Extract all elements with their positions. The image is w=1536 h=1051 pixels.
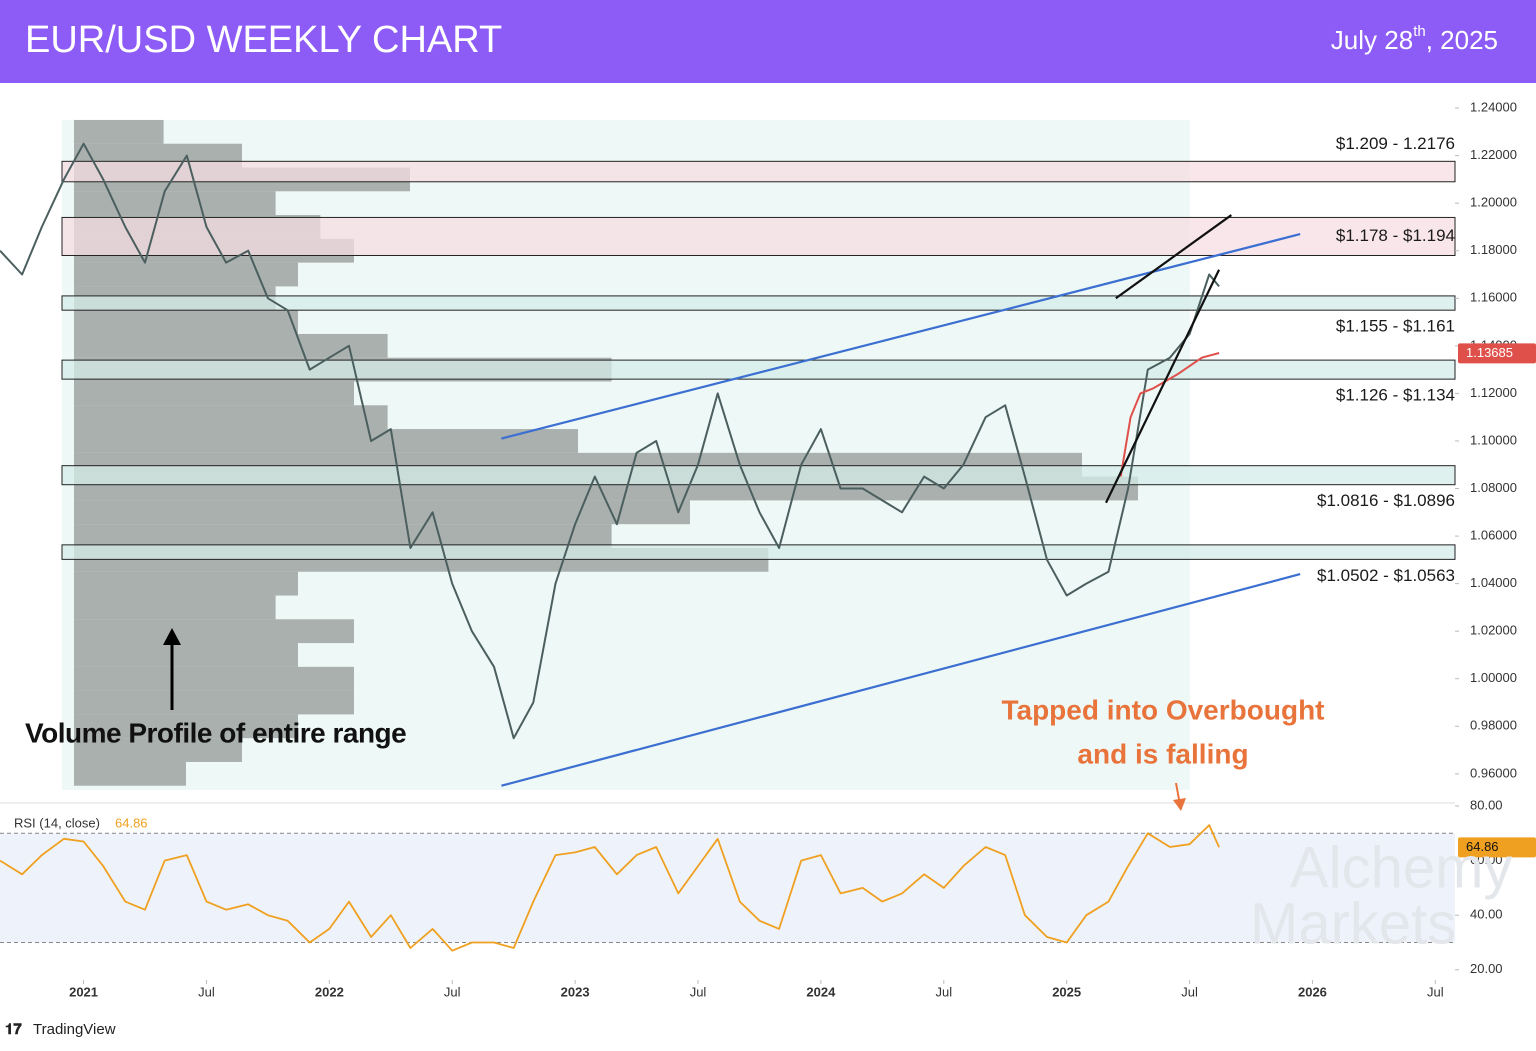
y-tick-label: 1.10000 [1470, 432, 1517, 447]
volume-bar [74, 262, 298, 287]
y-tick-label: 1.00000 [1470, 670, 1517, 685]
volume-bar [74, 429, 578, 453]
volume-bar [74, 761, 186, 786]
series-line [1119, 352, 1220, 477]
rsi-value: 64.86 [115, 815, 148, 830]
volume-bar [74, 191, 276, 216]
trendline [501, 573, 1301, 787]
trendline [1105, 269, 1221, 504]
y-tick-label: 40.00 [1470, 907, 1503, 922]
annotation: Volume Profile of entire range [25, 717, 406, 748]
zone-label: $1.209 - 1.2176 [1336, 134, 1455, 153]
zone-label: $1.178 - $1.194 [1336, 226, 1455, 245]
x-tick-label: Jul [444, 984, 461, 999]
header-bar [0, 0, 1536, 83]
zone [61, 359, 1456, 380]
y-tick-label: 1.12000 [1470, 385, 1517, 400]
zone [61, 160, 1456, 183]
x-tick-label: 2023 [561, 984, 590, 999]
zone-label: $1.0502 - $1.0563 [1317, 566, 1455, 585]
zone-label: $1.126 - $1.134 [1336, 386, 1455, 405]
zone [61, 216, 1456, 256]
date-day: July 28 [1331, 25, 1413, 55]
y-tick-label: 1.04000 [1470, 575, 1517, 590]
volume-bar [74, 619, 354, 644]
y-tick-label: 1.08000 [1470, 480, 1517, 495]
zone-label: $1.0816 - $1.0896 [1317, 491, 1455, 510]
volume-bar [74, 690, 354, 715]
footer-logo: 𝟏𝟕 [5, 1021, 22, 1038]
trendline [1115, 214, 1232, 300]
x-tick-label: 2021 [69, 984, 98, 999]
y-tick-label: 1.06000 [1470, 528, 1517, 543]
annotation: Tapped into Overbought [1001, 694, 1324, 725]
zone-label: $1.155 - $1.161 [1336, 317, 1455, 336]
y-tick-label: 1.02000 [1470, 623, 1517, 638]
volume-bar [74, 666, 354, 691]
volume-bar [74, 524, 612, 548]
y-tick-label: 1.24000 [1470, 100, 1517, 115]
x-tick-label: Jul [1427, 984, 1444, 999]
x-tick-label: 2026 [1298, 984, 1327, 999]
y-tick-label: 1.18000 [1470, 242, 1517, 257]
annotation: and is falling [1077, 738, 1248, 769]
volume-bar [74, 119, 164, 144]
volume-bar [74, 714, 298, 739]
y-tick-label: 20.00 [1470, 961, 1503, 976]
header-date: July 28th, 2025 [1331, 23, 1498, 55]
watermark: Alchemy [1290, 835, 1512, 900]
x-tick-label: 2024 [806, 984, 836, 999]
x-tick-label: 2022 [315, 984, 344, 999]
trendline [501, 233, 1301, 440]
date-suffix: th [1413, 23, 1426, 40]
volume-bar [74, 381, 354, 406]
watermark: Markets [1250, 891, 1456, 956]
x-tick-label: Jul [690, 984, 707, 999]
y-tick-label: 1.16000 [1470, 290, 1517, 305]
arrow-head [163, 628, 181, 645]
zone [61, 465, 1456, 486]
current-label: 64.86 [1466, 839, 1499, 854]
series-line [0, 142, 1220, 740]
plot-layer: $1.209 - 1.2176 $1.178 - $1.194 $1.155 - $… [0, 100, 1536, 999]
x-tick-label: Jul [198, 984, 215, 999]
x-tick-label: Jul [1181, 984, 1198, 999]
volume-bar [74, 571, 298, 596]
volume-bar [74, 595, 276, 620]
footer: TradingView [33, 1021, 116, 1038]
volume-bar [74, 738, 242, 762]
y-tick-label: 1.22000 [1470, 147, 1517, 162]
y-tick-label: 1.20000 [1470, 195, 1517, 210]
y-tick-label: 0.98000 [1470, 718, 1517, 733]
rsi-title: RSI (14, close) [14, 815, 100, 830]
zone [61, 544, 1456, 560]
y-tick-label: 80.00 [1470, 797, 1503, 812]
arrow-head [1173, 798, 1186, 811]
current-label: 1.13685 [1466, 345, 1513, 360]
y-tick-label: 0.96000 [1470, 765, 1517, 780]
volume-bar [74, 500, 690, 525]
rsi-band [0, 833, 1455, 943]
x-tick-label: 2025 [1052, 984, 1081, 999]
volume-bar [74, 333, 388, 358]
series-line [0, 824, 1220, 952]
header-title: EUR/USD WEEKLY CHART [25, 19, 502, 61]
volume-bar [74, 310, 298, 334]
x-tick-label: Jul [935, 984, 952, 999]
current-marker [1458, 343, 1536, 364]
date-year: , 2025 [1426, 25, 1498, 55]
volume-bar [74, 643, 298, 667]
volume-bar [74, 405, 388, 430]
current-marker [1458, 837, 1536, 858]
zone [61, 295, 1456, 311]
